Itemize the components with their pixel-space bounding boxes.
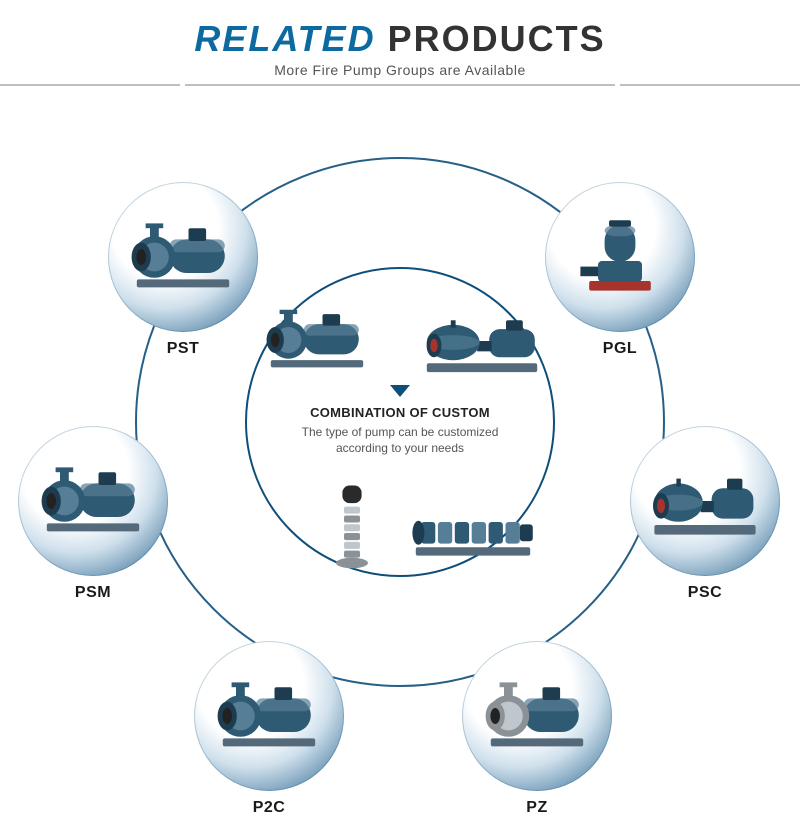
page-title: RELATED PRODUCTS [194,18,605,60]
product-bubble [18,426,168,576]
pump-icon [214,676,324,756]
product-label: PZ [462,799,612,817]
product-bubble [630,426,780,576]
center-title: COMBINATION OF CUSTOM [275,405,525,420]
pump-icon [565,217,675,297]
page-subtitle: More Fire Pump Groups are Available [0,62,800,78]
product-bubble [194,641,344,791]
product-label: PST [108,340,258,358]
title-accent: RELATED [194,18,375,59]
product-pgl[interactable]: PGL [545,182,695,358]
product-label: PGL [545,340,695,358]
product-bubble [545,182,695,332]
product-label: PSC [630,584,780,602]
pump-icon [482,676,592,756]
product-wheel: COMBINATION OF CUSTOM The type of pump c… [0,86,800,786]
pump-icon [128,217,238,297]
center-content: COMBINATION OF CUSTOM The type of pump c… [247,385,553,456]
product-pz[interactable]: PZ [462,641,612,817]
center-mini-pump [422,304,542,378]
product-psc[interactable]: PSC [630,426,780,602]
title-rest: PRODUCTS [388,18,606,59]
center-mini-pump [332,482,372,570]
product-label: PSM [18,584,168,602]
product-pst[interactable]: PST [108,182,258,358]
center-text: The type of pump can be customized accor… [275,424,525,456]
center-mini-pump [408,504,538,564]
product-label: P2C [194,799,344,817]
center-mini-pump [262,304,372,376]
pump-icon [650,461,760,541]
product-bubble [462,641,612,791]
header: RELATED PRODUCTS More Fire Pump Groups a… [0,0,800,86]
chevron-down-icon [390,385,410,397]
product-psm[interactable]: PSM [18,426,168,602]
product-p2c[interactable]: P2C [194,641,344,817]
product-bubble [108,182,258,332]
pump-icon [38,461,148,541]
